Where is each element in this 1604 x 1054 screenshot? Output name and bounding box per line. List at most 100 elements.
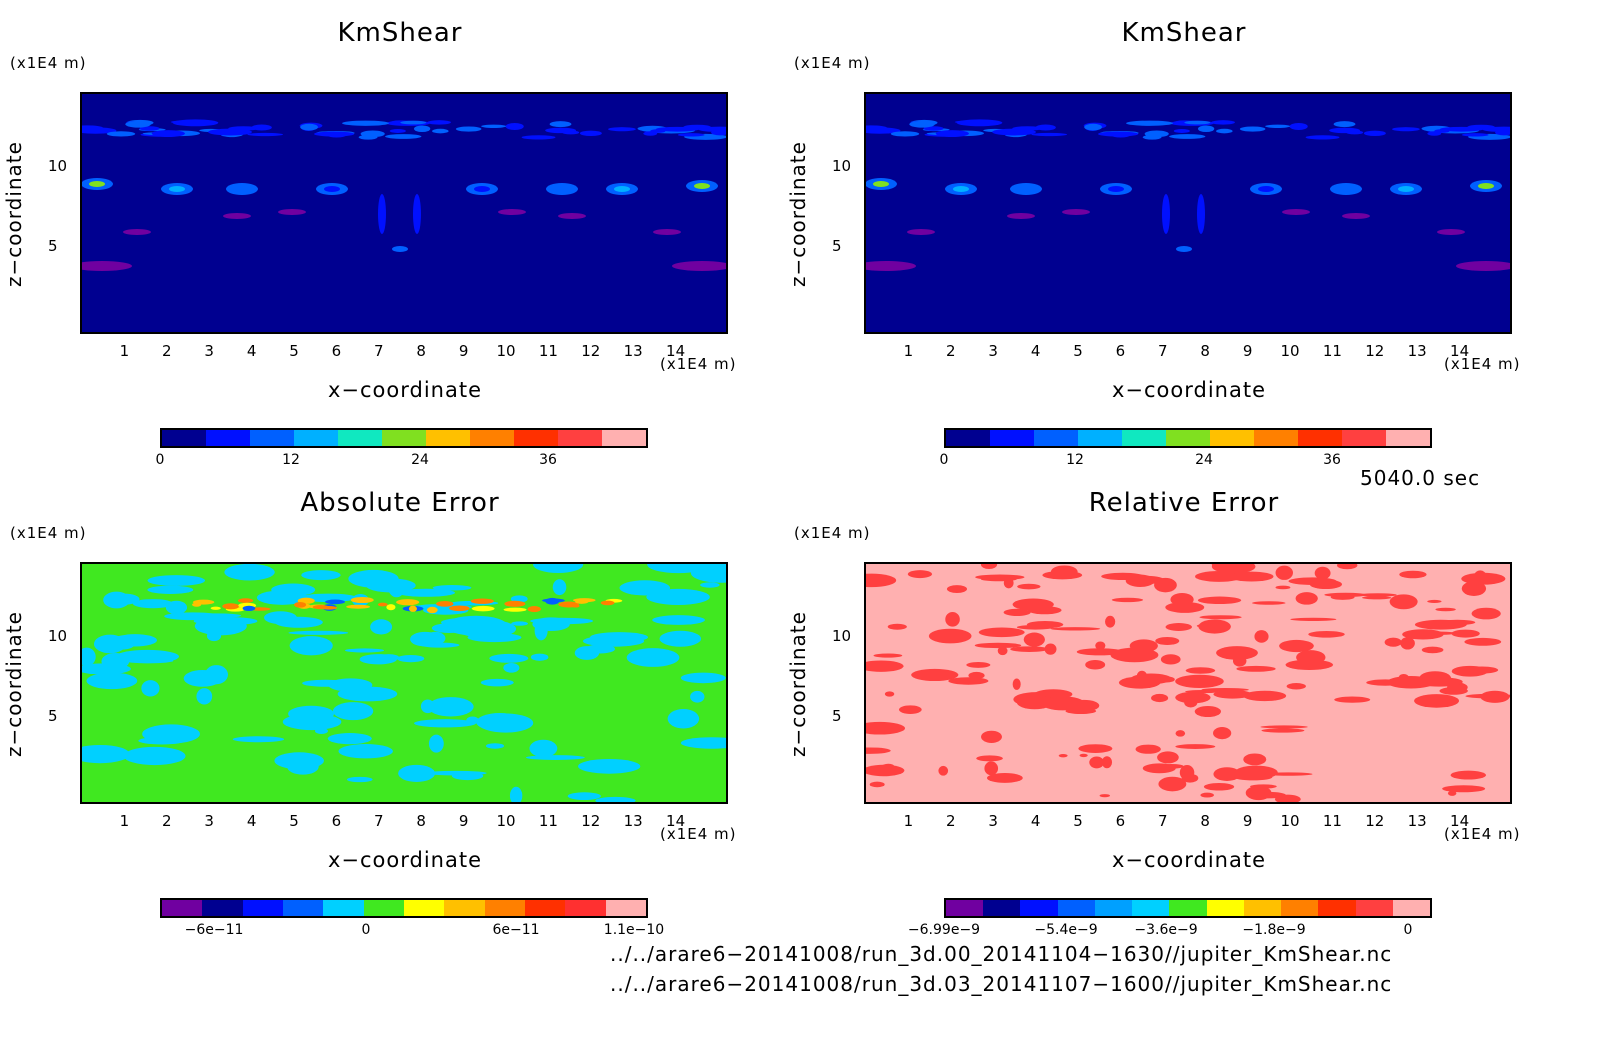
- heatmap-blob: [653, 229, 681, 235]
- heatmap-blob: [1363, 130, 1386, 136]
- heatmap-blob: [866, 747, 891, 754]
- heatmap-blob: [1173, 128, 1190, 133]
- heatmap-blob: [1162, 194, 1170, 234]
- heatmap-blob: [1389, 594, 1418, 610]
- heatmap-blob: [426, 606, 438, 614]
- colorbar-segment: [1166, 430, 1210, 446]
- heatmap-blob: [869, 781, 885, 788]
- heatmap-blob: [1275, 565, 1293, 580]
- heatmap-blob: [600, 600, 615, 606]
- heatmap-blob: [992, 128, 1037, 136]
- heatmap-blob: [82, 647, 96, 667]
- colorbar-tick-label: 0: [939, 452, 949, 468]
- heatmap-blob: [890, 131, 920, 137]
- heatmap-blob: [474, 186, 490, 192]
- heatmap-blob: [1197, 596, 1242, 605]
- x-axis-label: x−coordinate: [1111, 378, 1267, 402]
- colorbar-segment: [1057, 900, 1095, 916]
- heatmap-blob: [1079, 753, 1088, 758]
- x-tick-label: 2: [162, 342, 172, 360]
- heatmap-blob: [1399, 570, 1427, 579]
- y-tick-label: 10: [48, 627, 68, 645]
- heatmap-blob: [1016, 624, 1055, 630]
- colorbar-tick-label: 0: [1403, 922, 1413, 938]
- heatmap-blob: [530, 653, 549, 661]
- y-tick-label: 10: [832, 157, 852, 175]
- chart-title: Relative Error: [1088, 488, 1280, 518]
- heatmap-blob: [1427, 599, 1442, 603]
- heatmap-blob: [1478, 183, 1494, 189]
- colorbar-segment: [382, 430, 426, 446]
- heatmap-blob: [700, 582, 720, 588]
- heatmap-blob: [346, 776, 373, 783]
- heatmap-blob: [1003, 608, 1031, 616]
- heatmap-blob: [301, 570, 341, 581]
- heatmap-blob: [481, 124, 507, 128]
- heatmap-blob: [1175, 744, 1216, 749]
- heatmap-blob: [370, 619, 393, 635]
- heatmap-blob: [1495, 129, 1510, 136]
- heatmap-blob: [1415, 677, 1463, 687]
- x-tick-label: 14: [666, 812, 686, 830]
- heatmap-blob: [614, 186, 630, 192]
- heatmap-blob: [1131, 575, 1165, 584]
- heatmap-blob: [882, 763, 895, 769]
- heatmap-blob: [1050, 627, 1101, 631]
- heatmap-blob: [1447, 790, 1457, 796]
- heatmap-blob: [1260, 725, 1308, 729]
- heatmap-blob: [1264, 772, 1313, 776]
- heatmap-blob: [907, 570, 933, 579]
- heatmap-blob: [545, 127, 577, 134]
- heatmap-blob: [954, 120, 990, 124]
- heatmap-blob: [690, 690, 705, 703]
- heatmap-blob: [1286, 683, 1306, 690]
- heatmap-blob: [930, 675, 951, 680]
- heatmap-blob: [1229, 571, 1274, 582]
- heatmap-blob: [1203, 782, 1235, 791]
- colorbar-segment: [565, 900, 606, 916]
- heatmap-blob: [529, 739, 558, 758]
- x-tick-label: 6: [1115, 812, 1126, 830]
- colorbar-segment: [1254, 430, 1298, 446]
- colorbar-segment: [946, 900, 984, 916]
- colorbar-segment: [1355, 900, 1393, 916]
- heatmap-blob: [489, 653, 529, 663]
- x-tick-label: 9: [1242, 342, 1253, 360]
- x-tick-label: 13: [1407, 812, 1427, 830]
- heatmap-blob: [1461, 581, 1487, 596]
- colorbar: [160, 428, 648, 448]
- heatmap-blob: [1358, 593, 1397, 597]
- heatmap-blob: [1289, 123, 1308, 130]
- heatmap-blob: [413, 125, 431, 133]
- x-tick-label: 13: [623, 812, 643, 830]
- heatmap-blob: [923, 126, 944, 131]
- heatmap-blob: [289, 636, 333, 656]
- colorbar-segment: [1386, 430, 1430, 446]
- heatmap-blob: [1031, 132, 1068, 137]
- colorbar-segment: [514, 430, 558, 446]
- heatmap-blob: [667, 708, 700, 729]
- heatmap-blob: [332, 702, 374, 721]
- colorbar-tick-label: 12: [1066, 452, 1084, 468]
- colorbar-segment: [1094, 900, 1133, 916]
- heatmap-blob: [337, 686, 398, 702]
- colorbar-segment: [983, 900, 1021, 916]
- heatmap-blob: [1342, 213, 1370, 219]
- x-tick-label: 7: [1158, 812, 1168, 830]
- heatmap-blob: [1111, 597, 1144, 603]
- heatmap-blob: [1175, 674, 1224, 688]
- heatmap-blob: [237, 598, 254, 603]
- x-tick-label: 12: [581, 812, 601, 830]
- heatmap-blob: [935, 130, 969, 138]
- heatmap-blob: [1314, 566, 1331, 580]
- x-tick-label: 10: [1280, 812, 1300, 830]
- heatmap-blob: [574, 646, 600, 660]
- heatmap-blob: [1384, 637, 1402, 647]
- x-unit-label: (x1E4 m): [1444, 825, 1521, 843]
- x-tick-label: 2: [162, 812, 172, 830]
- heatmap-blob: [400, 120, 427, 125]
- heatmap-blob: [234, 186, 250, 192]
- heatmap-blob: [1275, 585, 1291, 590]
- heatmap-blob: [1007, 213, 1035, 219]
- x-tick-label: 9: [458, 342, 469, 360]
